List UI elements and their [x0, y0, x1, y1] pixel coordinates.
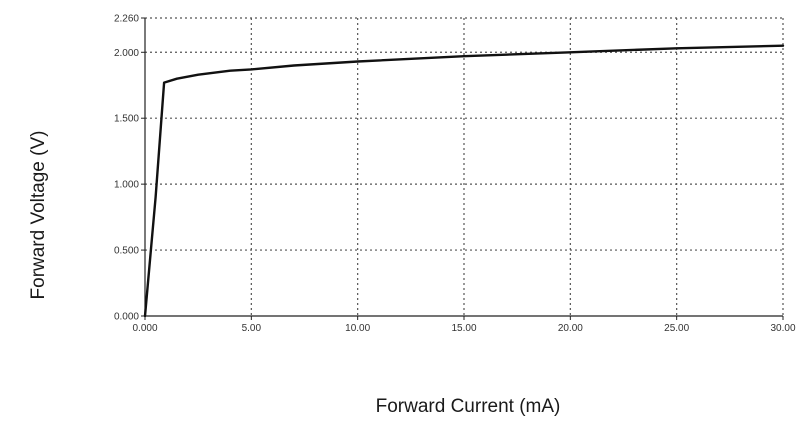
y-tick-labels: 0.000 0.500 1.000 1.500 2.000 2.260 [114, 14, 139, 323]
x-tick-label: 0.000 [132, 323, 157, 334]
y-tick-label: 0.500 [114, 246, 139, 257]
x-tick-label: 30.00 [770, 323, 795, 334]
x-tick-label: 20.00 [558, 323, 583, 334]
y-tick-label: 0.000 [114, 312, 139, 323]
x-tick-label: 10.00 [345, 323, 370, 334]
plot-area [145, 18, 783, 316]
y-tick-label: 1.000 [114, 180, 139, 191]
x-axis-title: Forward Current (mA) [376, 396, 561, 417]
x-tick-label: 15.00 [451, 323, 476, 334]
y-axis-title: Forward Voltage (V) [28, 131, 49, 300]
plot-background [145, 18, 783, 316]
x-tick-label: 25.00 [664, 323, 689, 334]
x-tick-labels: 0.000 5.00 10.00 15.00 20.00 25.00 30.00 [132, 323, 795, 334]
series-line [143, 44, 785, 318]
y-tick-label: 1.500 [114, 114, 139, 125]
x-tick-label: 5.00 [242, 323, 262, 334]
y-tick-label: 2.000 [114, 48, 139, 59]
series-layer [143, 44, 785, 318]
y-tick-label: 2.260 [114, 14, 139, 25]
axes [141, 17, 784, 320]
grid [145, 18, 783, 316]
